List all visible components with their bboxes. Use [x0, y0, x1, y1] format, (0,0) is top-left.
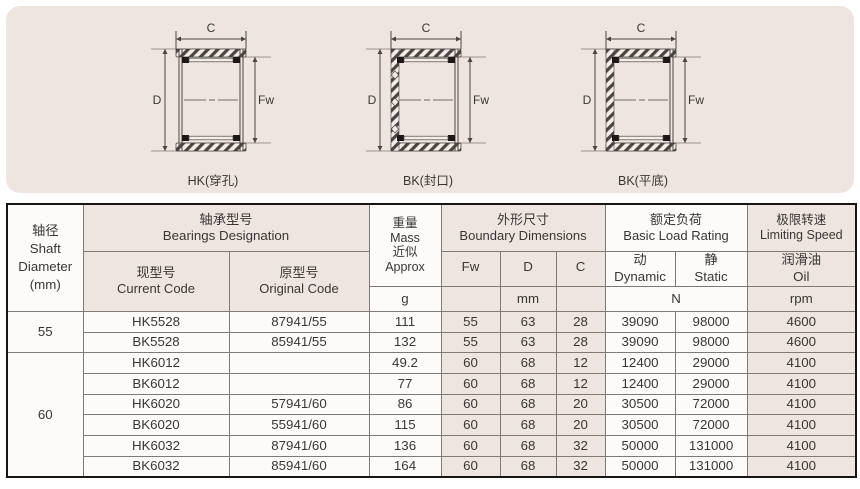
svg-text:C: C [422, 21, 431, 35]
svg-text:D: D [368, 93, 377, 107]
svg-text:Fw: Fw [688, 93, 704, 107]
svg-text:C: C [207, 21, 216, 35]
svg-text:Fw: Fw [473, 93, 489, 107]
svg-text:C: C [637, 21, 646, 35]
svg-text:Fw: Fw [258, 93, 274, 107]
svg-text:D: D [153, 93, 162, 107]
svg-text:D: D [583, 93, 592, 107]
